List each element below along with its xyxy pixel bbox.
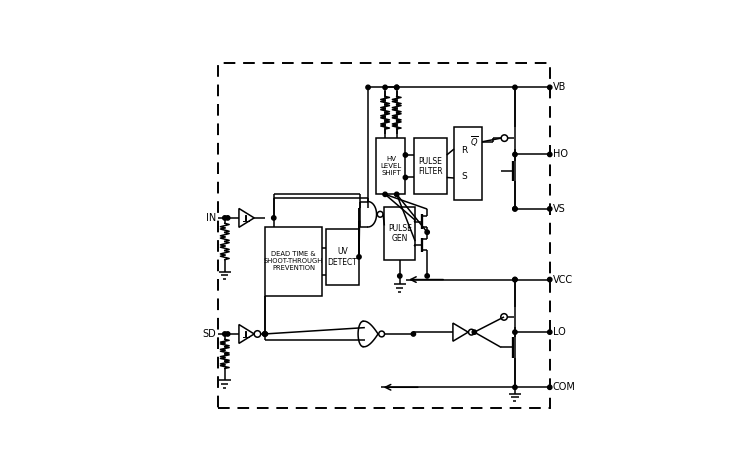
Circle shape: [548, 277, 552, 282]
Bar: [454, 127, 482, 200]
Text: VB: VB: [553, 82, 566, 92]
Text: HO: HO: [553, 149, 568, 160]
Circle shape: [548, 152, 552, 157]
Text: $\overline{Q}$: $\overline{Q}$: [470, 134, 478, 149]
Circle shape: [513, 277, 517, 282]
Circle shape: [513, 85, 517, 89]
Bar: [376, 138, 406, 195]
Text: DEAD TIME &
SHOOT-THROUGH
PREVENTION: DEAD TIME & SHOOT-THROUGH PREVENTION: [264, 252, 323, 271]
Bar: [266, 227, 322, 296]
Circle shape: [411, 332, 416, 336]
Circle shape: [513, 152, 517, 157]
Circle shape: [226, 216, 230, 220]
Circle shape: [425, 274, 429, 278]
Text: SD: SD: [202, 329, 217, 339]
Circle shape: [394, 85, 399, 89]
Circle shape: [263, 332, 268, 336]
Circle shape: [404, 153, 407, 157]
Bar: [414, 138, 447, 195]
Text: IN: IN: [206, 213, 217, 223]
Circle shape: [513, 277, 517, 282]
Circle shape: [383, 85, 387, 89]
Bar: [326, 229, 359, 285]
Circle shape: [223, 216, 227, 220]
Circle shape: [366, 85, 370, 89]
Circle shape: [223, 332, 227, 336]
Text: PULSE
FILTER: PULSE FILTER: [418, 156, 442, 176]
Text: HV
LEVEL
SHIFT: HV LEVEL SHIFT: [380, 156, 401, 176]
Circle shape: [472, 330, 476, 334]
Circle shape: [404, 175, 407, 179]
Text: VS: VS: [553, 204, 566, 214]
Text: COM: COM: [553, 382, 575, 392]
Circle shape: [272, 216, 276, 220]
Text: UV
DETECT: UV DETECT: [328, 247, 358, 267]
Circle shape: [357, 255, 362, 259]
Circle shape: [513, 330, 517, 334]
Text: S: S: [461, 172, 466, 181]
Text: PULSE
GEN: PULSE GEN: [388, 224, 412, 243]
Text: R: R: [460, 146, 467, 155]
Circle shape: [394, 85, 399, 89]
Circle shape: [548, 385, 552, 390]
Circle shape: [398, 274, 402, 278]
Text: VCC: VCC: [553, 275, 573, 284]
Circle shape: [513, 207, 517, 211]
Bar: [384, 207, 416, 260]
Circle shape: [226, 332, 230, 336]
Circle shape: [548, 207, 552, 211]
Circle shape: [548, 330, 552, 334]
Circle shape: [548, 85, 552, 89]
Circle shape: [513, 207, 517, 211]
Circle shape: [262, 332, 267, 336]
Circle shape: [383, 192, 387, 196]
Circle shape: [425, 230, 429, 235]
Text: LO: LO: [553, 327, 566, 337]
Circle shape: [513, 385, 517, 390]
Circle shape: [262, 332, 267, 336]
Circle shape: [394, 192, 399, 196]
